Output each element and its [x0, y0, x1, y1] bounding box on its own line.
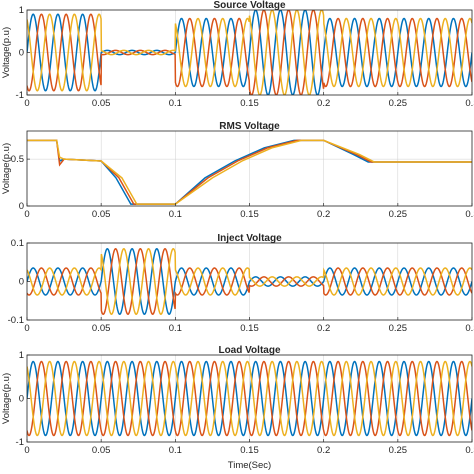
x-tick-label: 0 [24, 209, 29, 220]
x-tick-label: 0.05 [92, 98, 111, 109]
x-tick-label: 0.1 [169, 209, 182, 220]
x-tick-label: 0.1 [169, 98, 182, 109]
y-tick-label: 0.1 [11, 238, 24, 249]
series-line-1 [27, 360, 472, 437]
y-axis-label: Voltage(p.u) [1, 143, 12, 194]
y-tick-label: 0 [19, 277, 24, 288]
y-tick-label: 1 [19, 5, 24, 16]
x-tick-label: 0.1 [169, 445, 182, 456]
x-tick-label: 0.25 [389, 323, 408, 334]
x-tick-label: 0.3 [465, 323, 474, 334]
series-line-3 [27, 360, 472, 437]
x-tick-label: 0.15 [240, 209, 259, 220]
x-tick-label: 0.15 [240, 323, 259, 334]
series-line-3 [27, 10, 472, 95]
panel-title: Load Voltage [218, 345, 280, 356]
x-tick-label: 0.05 [92, 209, 111, 220]
series-line-1 [27, 247, 472, 316]
x-tick-label: 0.25 [389, 209, 408, 220]
x-tick-label: 0 [24, 445, 29, 456]
x-tick-label: 0.3 [465, 98, 474, 109]
y-tick-label: 0.5 [11, 154, 24, 165]
y-tick-label: 0 [19, 394, 24, 405]
x-tick-label: 0.2 [317, 445, 330, 456]
x-tick-label: 0.2 [317, 98, 330, 109]
x-tick-label: 0.2 [317, 209, 330, 220]
x-tick-label: 0 [24, 98, 29, 109]
x-axis-label: Time(Sec) [228, 460, 271, 471]
series-line-2 [27, 248, 472, 316]
y-tick-label: 0 [19, 201, 24, 212]
y-tick-label: -1 [16, 437, 24, 448]
x-tick-label: 0.2 [317, 323, 330, 334]
x-tick-label: 0.15 [240, 445, 259, 456]
series-line-1 [27, 10, 472, 95]
panel-title: Inject Voltage [217, 233, 282, 244]
x-tick-label: 0.3 [465, 209, 474, 220]
series-line-3 [27, 247, 472, 315]
y-tick-label: 0 [19, 48, 24, 59]
x-tick-label: 0.3 [465, 445, 474, 456]
x-tick-label: 0.1 [169, 323, 182, 334]
y-tick-label: -1 [16, 90, 24, 101]
x-tick-label: 0.05 [92, 323, 111, 334]
x-tick-label: 0.05 [92, 445, 111, 456]
panel-title: Source Voltage [213, 0, 285, 11]
y-axis-label: Voltage(p.u) [1, 27, 12, 78]
panel-title: RMS Voltage [219, 121, 280, 132]
y-tick-label: -0.1 [8, 315, 24, 326]
x-tick-label: 0.15 [240, 98, 259, 109]
x-tick-label: 0.25 [389, 98, 408, 109]
series-line-3 [27, 139, 472, 205]
x-tick-label: 0.25 [389, 445, 408, 456]
series-line-2 [27, 360, 472, 437]
panel-2: 0 0.05 0.1 0.15 0.2 0.25 0.3 0 0.5 RMS Voltage Vol… [1, 121, 474, 220]
y-axis-label: Voltage(p.u) [1, 373, 12, 424]
x-tick-label: 0 [24, 323, 29, 334]
y-tick-label: 1 [19, 350, 24, 361]
series-line-2 [27, 10, 472, 95]
